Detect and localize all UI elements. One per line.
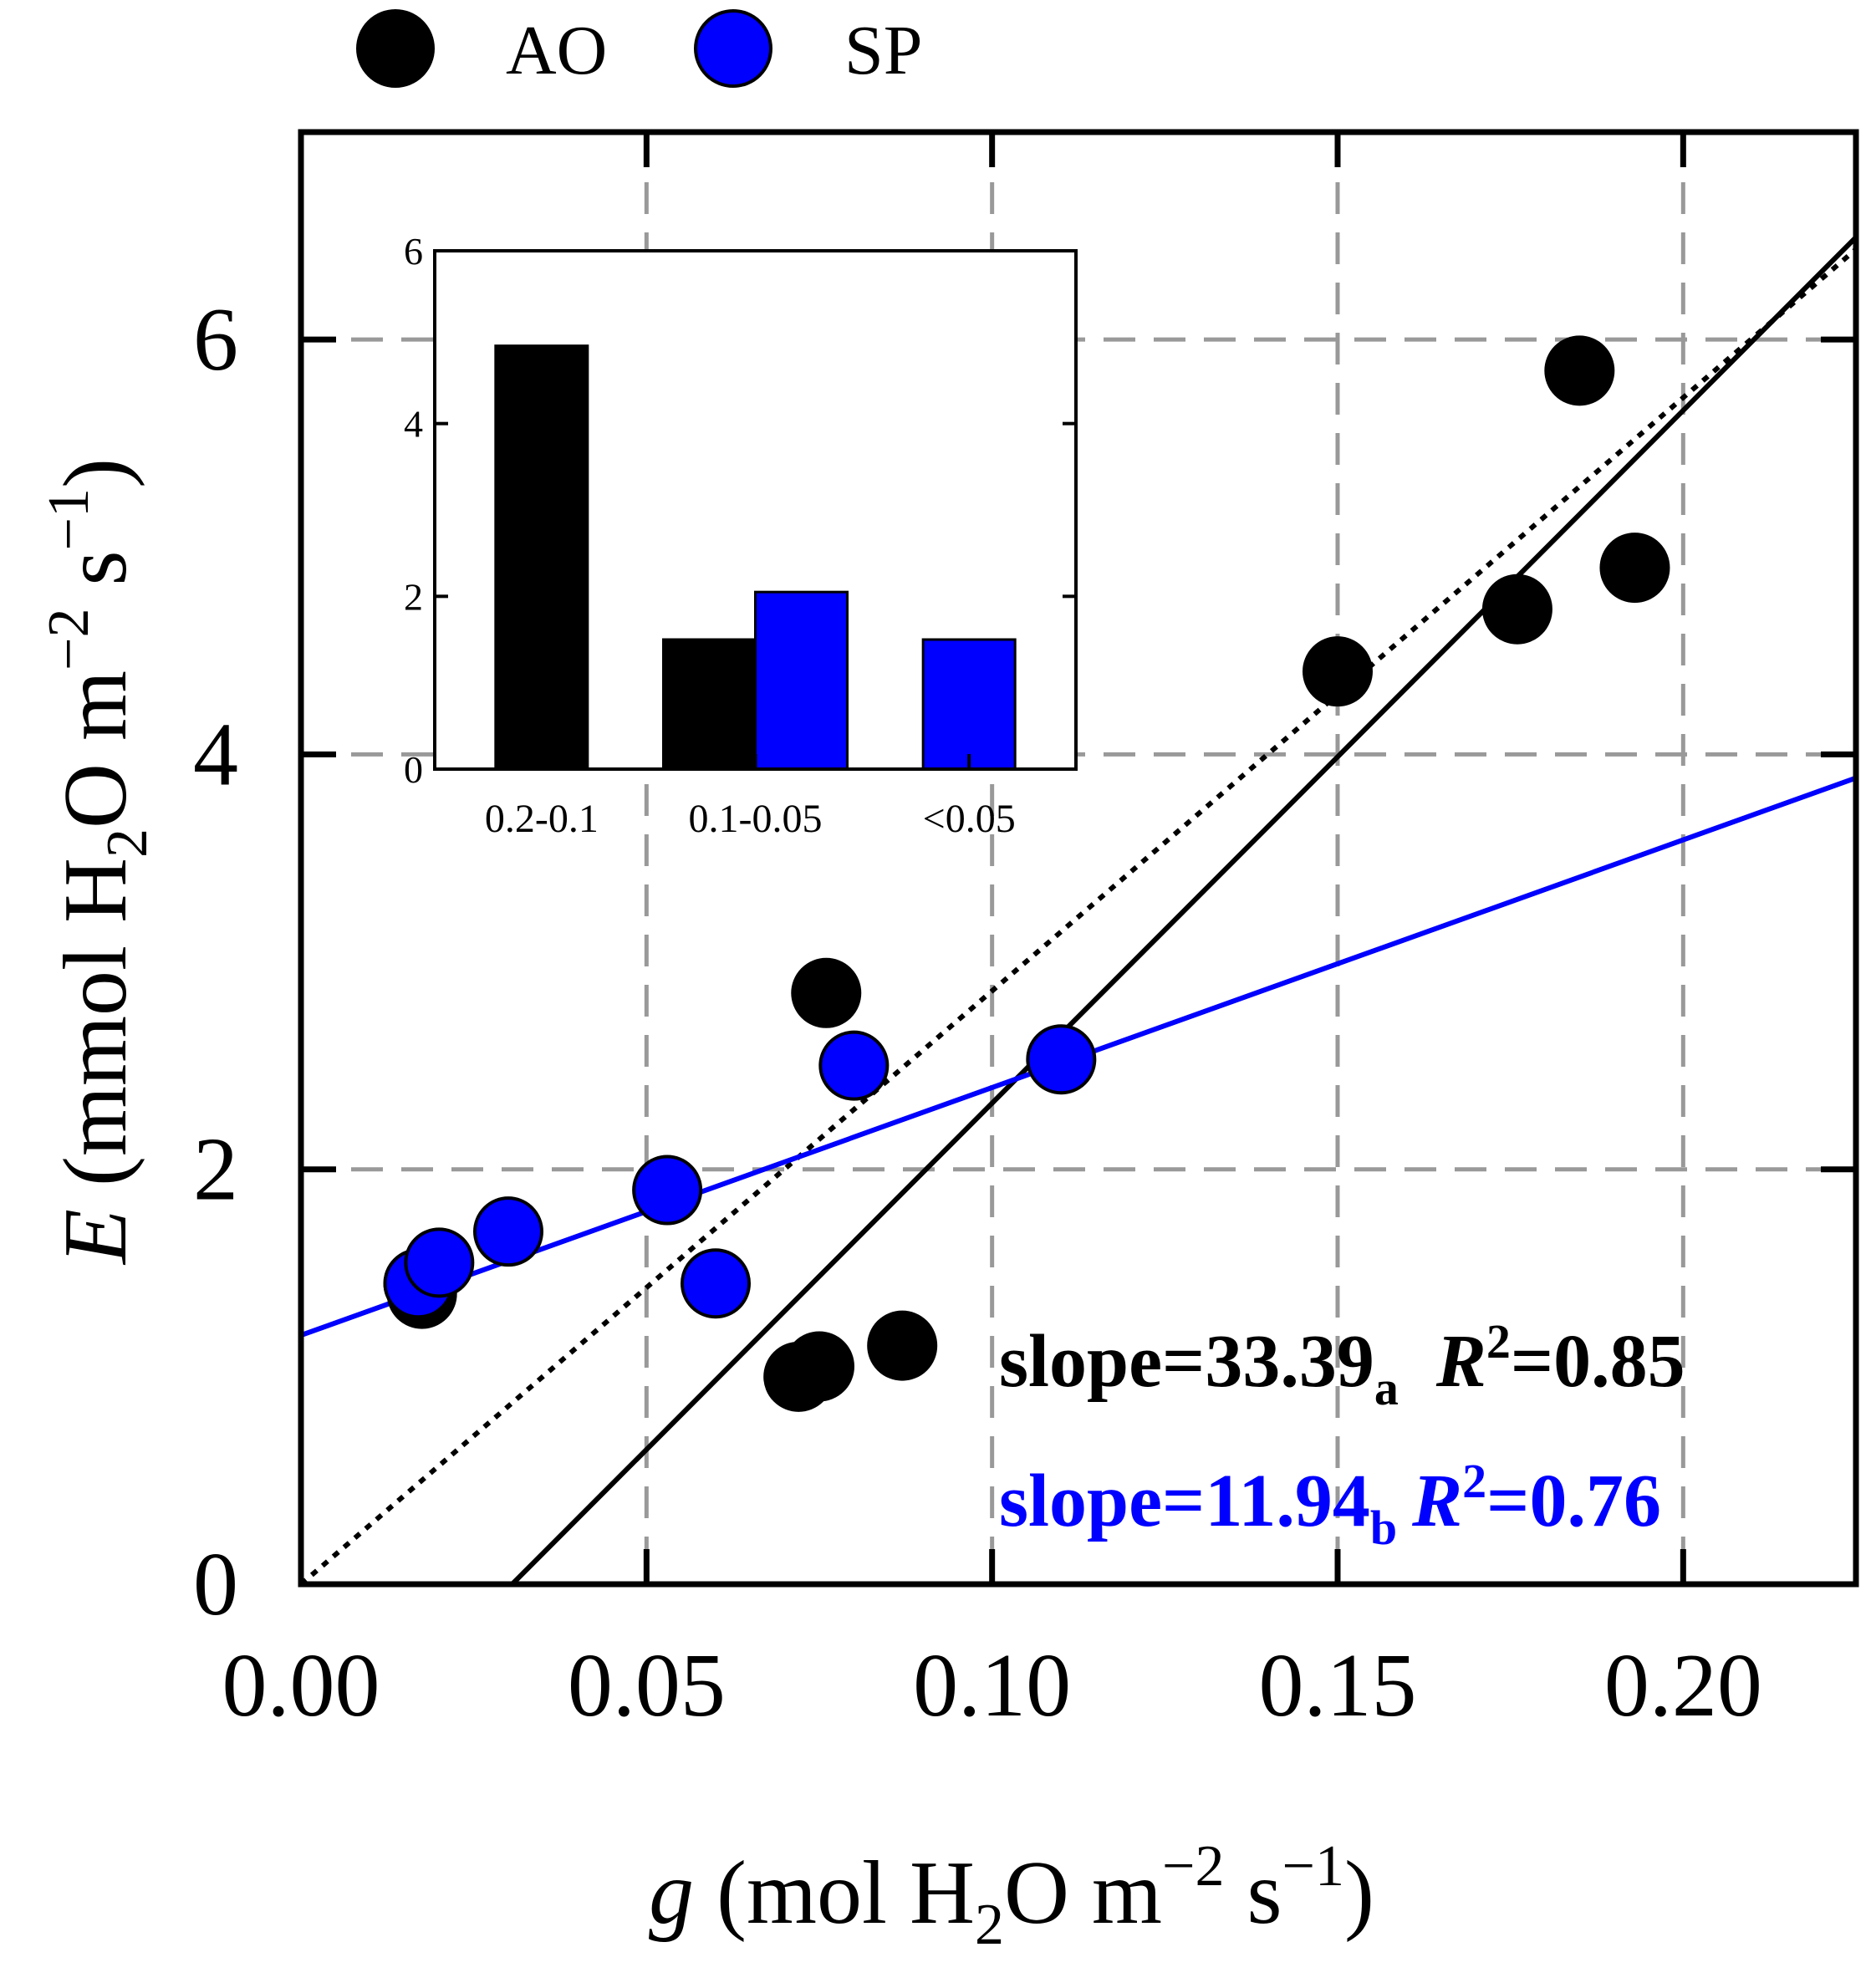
annotation-sp-superscript: 2 xyxy=(1462,1454,1486,1508)
annotation-sp: slope=11.94b R2=0.76 xyxy=(999,1454,1661,1555)
main-plot-frame xyxy=(298,129,1859,1588)
inset-axis-ticks: 0.2-0.1 0.1-0.05 <0.05 0 2 4 6 xyxy=(404,230,1076,841)
data-point-ao xyxy=(1599,533,1670,604)
annotation-ao-value: =0.85 xyxy=(1511,1320,1685,1403)
data-point-ao xyxy=(867,1310,938,1381)
y-axis-label: E (mmol H2O m−2 s−1) xyxy=(37,458,160,1266)
reference-line-1to1 xyxy=(299,247,1858,1587)
y-axis-unit-exp1: −2 xyxy=(37,609,101,670)
y-tick-label: 4 xyxy=(193,705,238,804)
inset-y-tick-label: 0 xyxy=(404,748,423,791)
legend-label-sp: SP xyxy=(844,12,922,89)
x-axis-variable: g xyxy=(649,1843,694,1943)
inset-x-tick-label: 0.1-0.05 xyxy=(689,797,823,841)
y-axis-unit-close: ) xyxy=(46,458,145,488)
inset-bar-ao xyxy=(662,638,757,771)
inset-y-tick-label: 6 xyxy=(404,230,423,273)
data-point-sp xyxy=(1026,1024,1097,1095)
x-axis-unit-exp1: −2 xyxy=(1162,1834,1224,1899)
data-point-ao xyxy=(784,1331,854,1402)
inset-x-tick-label: 0.2-0.1 xyxy=(485,797,599,841)
y-axis-variable: E xyxy=(46,1209,145,1266)
y-axis-unit-exp2: −1 xyxy=(37,488,101,550)
inset-y-tick-label: 2 xyxy=(404,575,423,618)
x-axis-unit-close: ) xyxy=(1344,1843,1374,1943)
annotation-ao-slope: slope=33.39 xyxy=(999,1320,1374,1403)
inset-bars xyxy=(494,344,1017,771)
data-point-ao xyxy=(1481,573,1552,645)
x-axis-unit-s: s xyxy=(1224,1843,1282,1943)
data-point-sp xyxy=(404,1227,475,1298)
y-tick-label: 6 xyxy=(193,290,238,390)
inset-y-tick-label: 4 xyxy=(404,403,423,446)
data-point-sp xyxy=(681,1248,751,1319)
annotation-sp-slope: slope=11.94 xyxy=(999,1460,1370,1542)
x-axis-unit-start: (mol H xyxy=(694,1843,975,1943)
legend: AO SP xyxy=(356,9,922,89)
annotation-sp-r: R xyxy=(1411,1460,1462,1542)
y-axis-unit-sub: 2 xyxy=(95,828,160,858)
fit-line-ao xyxy=(510,235,1858,1587)
legend-label-ao: AO xyxy=(506,12,607,89)
main-axis-ticks: 0.00 0.05 0.10 0.15 0.20 0 2 4 6 xyxy=(193,132,1856,1736)
x-tick-label: 0.20 xyxy=(1604,1636,1762,1736)
y-axis-unit-mid: O m xyxy=(46,670,145,828)
data-point-ao xyxy=(1544,335,1615,406)
data-point-sp xyxy=(632,1155,703,1226)
x-tick-label: 0.10 xyxy=(913,1636,1071,1736)
inset-bar-ao xyxy=(494,344,589,771)
data-point-ao xyxy=(1303,636,1373,707)
annotation-sp-subscript: b xyxy=(1370,1501,1397,1555)
annotation-sp-value: =0.76 xyxy=(1486,1460,1661,1542)
annotation-ao-r: R xyxy=(1435,1320,1486,1403)
x-axis-unit-sub: 2 xyxy=(975,1893,1004,1957)
inset-bar-chart: 0.2-0.1 0.1-0.05 <0.05 0 2 4 6 xyxy=(404,230,1078,841)
inset-bar-sp xyxy=(754,590,849,771)
x-tick-label: 0.15 xyxy=(1259,1636,1417,1736)
inset-x-tick-label: <0.05 xyxy=(923,797,1016,841)
data-point-sp xyxy=(818,1030,890,1101)
inset-bar-sp xyxy=(921,638,1017,771)
x-tick-label: 0.00 xyxy=(222,1636,380,1736)
legend-marker-sp xyxy=(694,9,772,88)
annotation-ao: slope=33.39a R2=0.85 xyxy=(999,1314,1685,1415)
main-data-points xyxy=(383,335,1670,1412)
data-point-ao xyxy=(791,957,862,1028)
y-tick-label: 0 xyxy=(193,1535,238,1634)
y-axis-unit-start: (mmol H xyxy=(46,858,145,1209)
annotation-ao-superscript: 2 xyxy=(1486,1314,1511,1369)
x-axis-label: g (mol H2O m−2 s−1) xyxy=(649,1834,1374,1957)
x-tick-label: 0.05 xyxy=(568,1636,726,1736)
legend-marker-ao xyxy=(356,9,435,88)
x-axis-unit-exp2: −1 xyxy=(1282,1834,1344,1899)
annotation-ao-subscript: a xyxy=(1374,1361,1399,1415)
x-axis-unit-mid: O m xyxy=(1004,1843,1162,1943)
data-point-sp xyxy=(473,1196,543,1267)
y-tick-label: 2 xyxy=(193,1120,238,1220)
y-axis-unit-s: s xyxy=(46,550,145,608)
